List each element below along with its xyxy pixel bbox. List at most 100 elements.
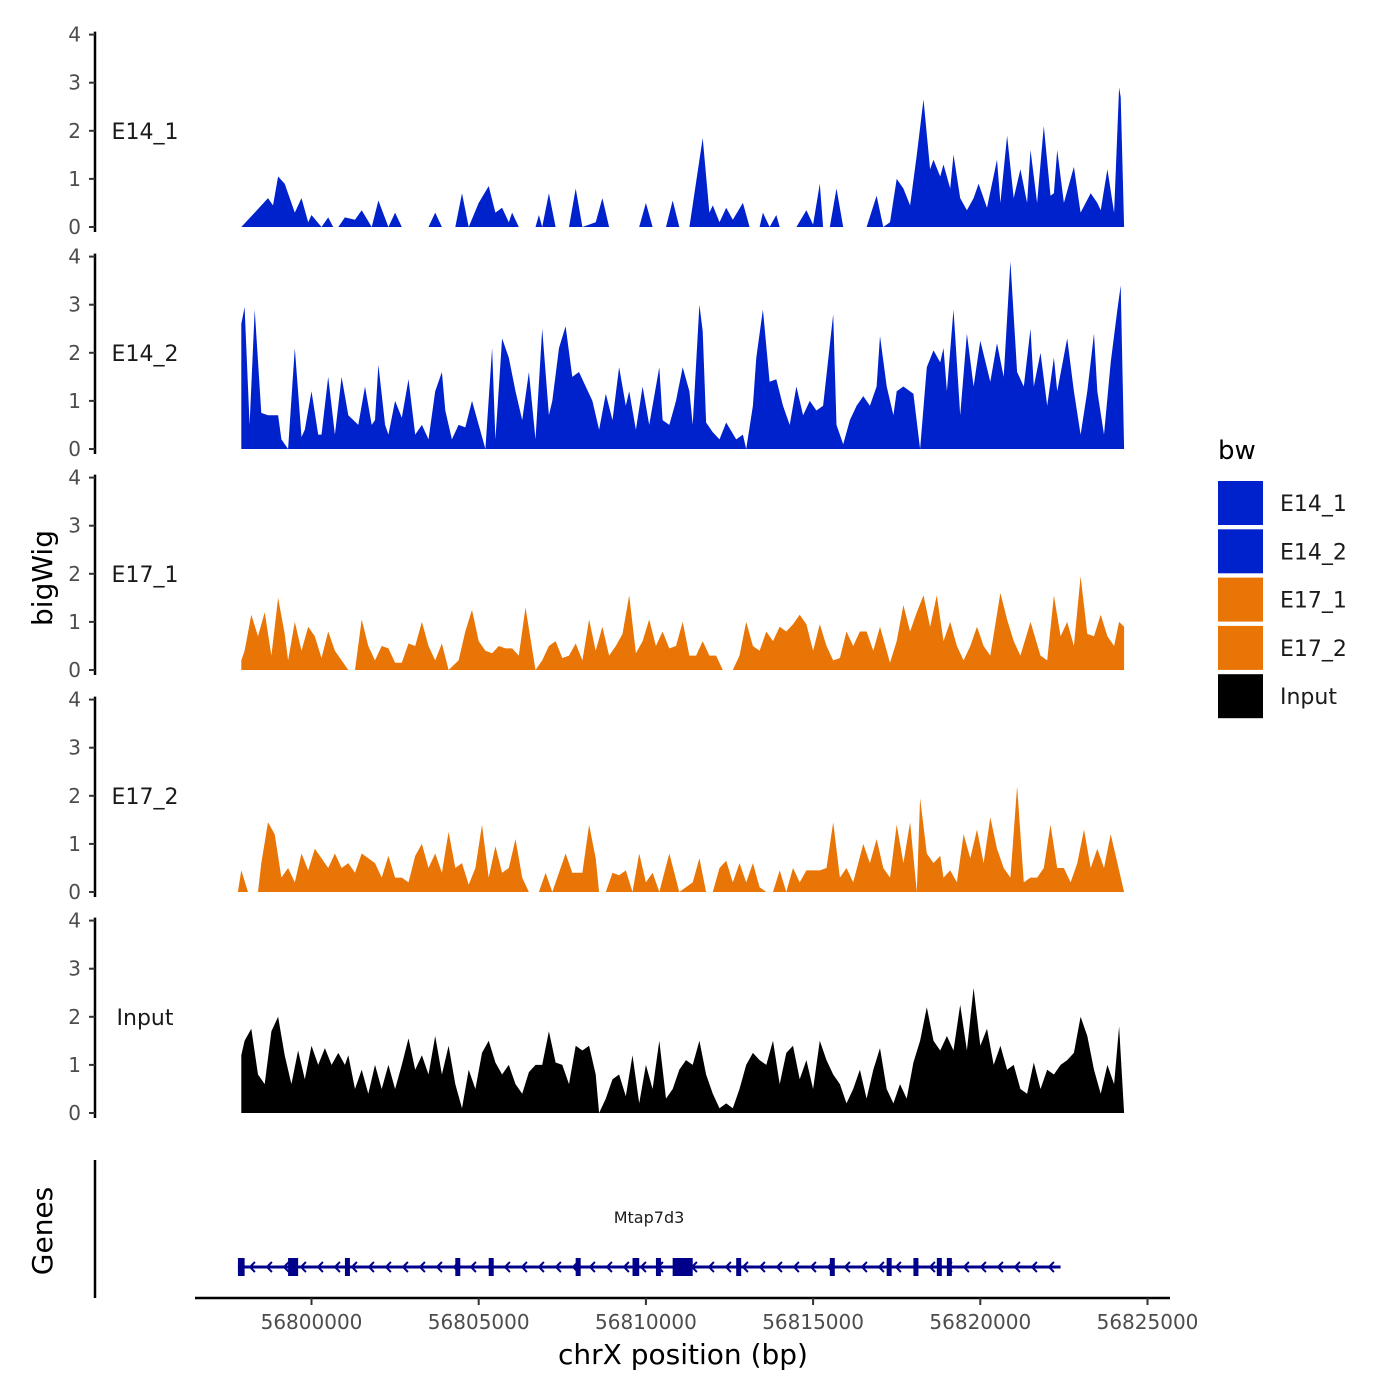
y-tick-label: 0: [68, 880, 81, 904]
strand-arrow: [724, 1261, 732, 1273]
y-tick-label: 2: [68, 1005, 81, 1029]
strand-arrow: [639, 1261, 647, 1273]
y-tick-label: 2: [68, 562, 81, 586]
strand-arrow: [316, 1261, 324, 1273]
strand-arrow: [1013, 1261, 1021, 1273]
y-tick-label: 0: [68, 215, 81, 239]
strand-arrow: [299, 1261, 307, 1273]
signal-area-E14_1: [241, 87, 1125, 227]
track-label: E14_2: [112, 342, 179, 367]
strand-arrow: [860, 1261, 868, 1273]
gene-Mtap7d3: Mtap7d3: [237, 1208, 1061, 1276]
legend-swatch: [1218, 625, 1263, 670]
x-tick-label: 56815000: [762, 1310, 864, 1334]
y-tick-label: 0: [68, 658, 81, 682]
strand-arrow: [350, 1261, 358, 1273]
x-tick-label: 56825000: [1097, 1310, 1199, 1334]
legend-swatch: [1218, 481, 1263, 525]
strand-arrow: [843, 1261, 851, 1273]
track-Input: 0 1 2 3 4 Input: [68, 909, 1125, 1125]
track-label: E14_1: [112, 120, 179, 145]
track-E14_1: 0 1 2 3 4 E14_1: [68, 23, 1125, 239]
y-tick-label: 4: [68, 466, 81, 490]
legend-label: E17_2: [1280, 637, 1347, 662]
y-tick-label: 3: [68, 736, 81, 760]
strand-arrow: [809, 1261, 817, 1273]
gene-exon: [913, 1258, 919, 1276]
strand-arrow: [520, 1261, 528, 1273]
legend-swatch: [1218, 577, 1263, 622]
strand-arrow: [248, 1261, 256, 1273]
strand-arrow: [384, 1261, 392, 1273]
track-label: E17_2: [112, 785, 179, 810]
strand-arrow: [367, 1261, 375, 1273]
x-tick-label: 56820000: [929, 1310, 1031, 1334]
strand-arrow: [469, 1261, 477, 1273]
y-tick-label: 0: [68, 1101, 81, 1125]
gene-exon: [886, 1258, 892, 1276]
y-tick-label: 1: [68, 167, 81, 191]
legend-item-E17_1: E17_1: [1218, 577, 1347, 622]
strand-arrow: [282, 1261, 290, 1273]
track-E17_1: 0 1 2 3 4 E17_1: [68, 466, 1125, 682]
strand-arrow: [928, 1261, 936, 1273]
strand-arrow: [979, 1261, 987, 1273]
gene-exon: [936, 1258, 942, 1276]
x-axis: 56800000 56805000 56810000 56815000 56820000…: [195, 1296, 1199, 1334]
gene-exon: [736, 1258, 742, 1276]
legend-swatch: [1218, 674, 1263, 719]
strand-arrow: [962, 1261, 970, 1273]
signal-tracks: 0 1 2 3 4 E14_1 0 1 2 3 4 E14_2 0 1 2 3 4 E17_1 0 1 2 3 4 E17_2…: [68, 23, 1125, 1125]
y-tick-label: 3: [68, 71, 81, 95]
gene-exon: [829, 1258, 835, 1276]
y-tick-label: 1: [68, 832, 81, 856]
x-tick-label: 56800000: [261, 1310, 363, 1334]
track-E14_2: 0 1 2 3 4 E14_2: [68, 245, 1125, 461]
strand-arrow: [877, 1261, 885, 1273]
strand-arrow: [741, 1261, 749, 1273]
gene-exon: [575, 1258, 581, 1276]
strand-arrow: [401, 1261, 409, 1273]
legend-item-E14_1: E14_1: [1218, 481, 1347, 525]
x-axis-title: chrX position (bp): [558, 1338, 808, 1371]
gene-exon: [946, 1258, 952, 1276]
strand-arrow: [588, 1261, 596, 1273]
strand-arrow: [622, 1261, 630, 1273]
y-tick-label: 2: [68, 784, 81, 808]
legend-item-E17_2: E17_2: [1218, 625, 1347, 670]
gene-exon: [672, 1258, 693, 1276]
legend-label: E17_1: [1280, 589, 1347, 614]
gene-track: Mtap7d3: [93, 1160, 1061, 1298]
legend-title: bw: [1218, 436, 1256, 466]
legend-label: Input: [1280, 685, 1337, 710]
legend-label: E14_2: [1280, 540, 1347, 565]
strand-arrow: [537, 1261, 545, 1273]
y-tick-label: 3: [68, 293, 81, 317]
signal-area-E14_2: [241, 261, 1125, 449]
strand-arrow: [894, 1261, 902, 1273]
x-tick-label: 56810000: [595, 1310, 697, 1334]
strand-arrow: [265, 1261, 273, 1273]
signal-area-E17_2: [237, 786, 1125, 892]
gene-exon: [237, 1258, 245, 1276]
strand-arrow: [775, 1261, 783, 1273]
y-tick-label: 4: [68, 23, 81, 47]
signal-area-Input: [241, 987, 1125, 1113]
y-tick-label: 2: [68, 341, 81, 365]
y-tick-label: 1: [68, 389, 81, 413]
gene-exon: [455, 1258, 461, 1276]
y-tick-label: 4: [68, 909, 81, 933]
strand-arrow: [707, 1261, 715, 1273]
y-tick-label: 1: [68, 1053, 81, 1077]
y-tick-label: 1: [68, 610, 81, 634]
y-tick-label: 0: [68, 437, 81, 461]
y-tick-label: 3: [68, 957, 81, 981]
strand-arrow: [605, 1261, 613, 1273]
legend-label: E14_1: [1280, 492, 1347, 517]
strand-arrow: [435, 1261, 443, 1273]
strand-arrow: [792, 1261, 800, 1273]
legend-swatch: [1218, 529, 1263, 574]
strand-arrow: [758, 1261, 766, 1273]
strand-arrow: [503, 1261, 511, 1273]
